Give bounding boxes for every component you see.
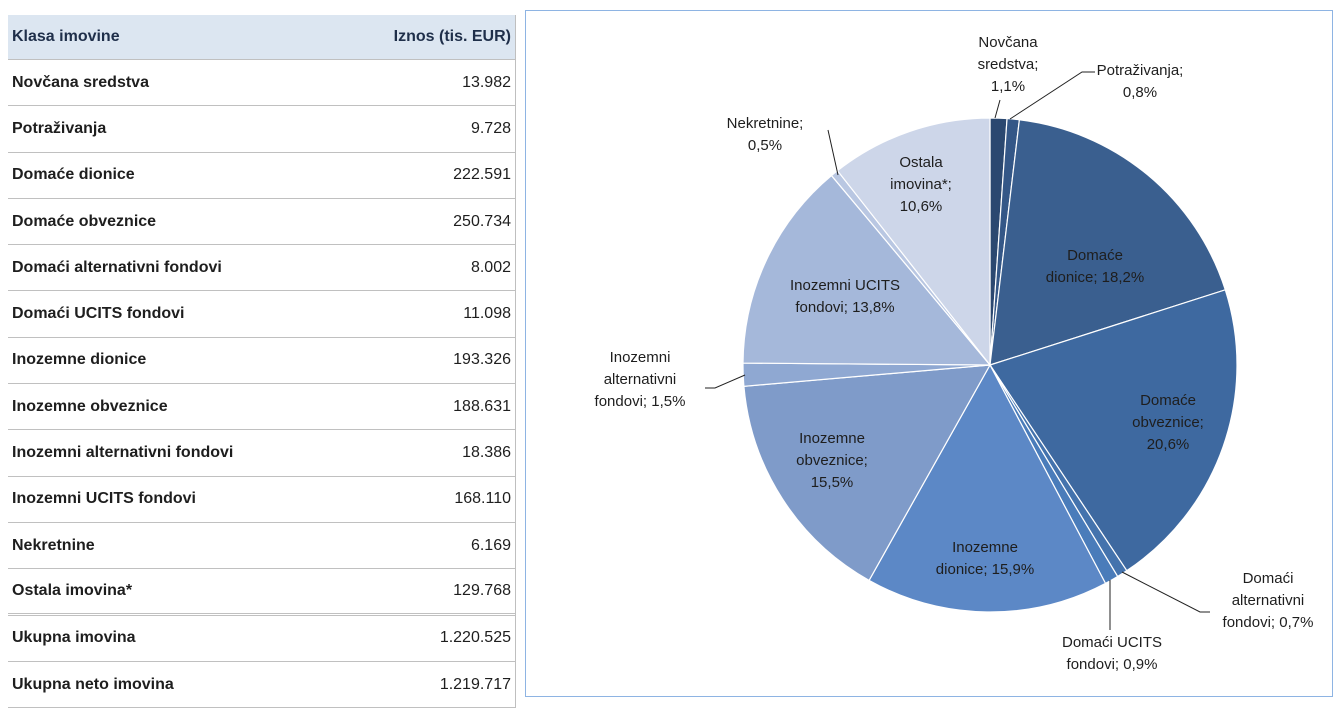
data-label: Inozemne obveznice; 15,5% xyxy=(796,430,868,491)
table-row: Domaće obveznice 250.734 xyxy=(8,199,515,246)
table-row: Ostala imovina* 129.768 xyxy=(8,569,515,616)
leader-line xyxy=(994,99,1001,119)
row-value: 6.169 xyxy=(470,536,511,554)
table-header: Klasa imovine Iznos (tis. EUR) xyxy=(8,15,515,60)
pie-slice xyxy=(836,117,991,367)
table-row: Potraživanja 9.728 xyxy=(8,106,515,153)
row-value: 1.220.525 xyxy=(439,629,511,647)
row-value: 168.110 xyxy=(454,490,511,508)
table-row: Domaće dionice 222.591 xyxy=(8,153,515,199)
table-row: Nekretnine 6.169 xyxy=(8,523,515,570)
data-label: Inozemni alternativni fondovi; 1,5% xyxy=(594,349,686,410)
row-label: Domaći UCITS fondovi xyxy=(12,305,185,323)
row-value: 13.982 xyxy=(462,73,511,91)
header-cell: Klasa imovine xyxy=(12,28,120,45)
header-cell: Iznos (tis. EUR) xyxy=(393,28,511,45)
row-label: Inozemni alternativni fondovi xyxy=(12,444,234,462)
data-label: Domaći alternativni fondovi; 0,7% xyxy=(1222,570,1314,631)
row-label: Ostala imovina* xyxy=(12,581,133,599)
row-value: 1.219.717 xyxy=(439,675,511,693)
asset-table: Klasa imovine Iznos (tis. EUR) Novčana s… xyxy=(8,15,516,708)
table-row: Inozemni alternativni fondovi 18.386 xyxy=(8,430,515,477)
pie-slice xyxy=(989,119,1227,366)
row-label: Potraživanja xyxy=(12,119,107,137)
leader-line xyxy=(827,129,839,176)
chart-frame xyxy=(525,10,1333,697)
pie-slice xyxy=(868,363,1107,613)
table-row: Ukupna imovina 1.220.525 xyxy=(8,616,515,662)
data-label: Potraživanja; 0,8% xyxy=(1096,62,1184,101)
data-label: Domaći UCITS fondovi; 0,9% xyxy=(1061,634,1162,673)
table-row: Inozemne obveznice 188.631 xyxy=(8,384,515,431)
pie-slice xyxy=(989,289,1238,572)
data-label: Novčana sredstva; 1,1% xyxy=(977,34,1039,95)
row-value: 222.591 xyxy=(453,166,511,184)
row-label: Nekretnine xyxy=(12,536,95,554)
table-row: Inozemne dionice 193.326 xyxy=(8,338,515,385)
row-label: Inozemne dionice xyxy=(12,351,147,369)
row-value: 18.386 xyxy=(462,444,511,462)
row-value: 9.728 xyxy=(470,119,511,137)
data-label: Domaće dionice; 18,2% xyxy=(1045,247,1145,286)
data-label: Ostala imovina*; 10,6% xyxy=(890,154,952,215)
row-value: 193.326 xyxy=(453,351,511,369)
leader-line xyxy=(705,374,746,389)
row-value: 8.002 xyxy=(470,258,511,276)
leader-line xyxy=(1121,571,1210,613)
table-row: Inozemni UCITS fondovi 168.110 xyxy=(8,477,515,523)
row-label: Inozemne obveznice xyxy=(12,397,168,415)
row-value: 188.631 xyxy=(453,397,511,415)
data-label: Domaće obveznice; 20,6% xyxy=(1132,392,1204,453)
table-row: Novčana sredstva 13.982 xyxy=(8,60,515,107)
row-label: Domaći alternativni fondovi xyxy=(12,258,222,276)
row-label: Ukupna neto imovina xyxy=(12,675,174,693)
row-value: 250.734 xyxy=(453,212,511,230)
data-label: Nekretnine; 0,5% xyxy=(726,115,804,154)
row-value: 129.768 xyxy=(453,581,511,599)
data-label: Inozemne dionice; 15,9% xyxy=(935,539,1035,578)
data-label: Inozemni UCITS fondovi; 13,8% xyxy=(789,277,901,316)
row-label: Inozemni UCITS fondovi xyxy=(12,490,196,508)
row-label: Novčana sredstva xyxy=(12,73,149,91)
pie-slice xyxy=(742,174,992,366)
row-value: 11.098 xyxy=(463,305,511,323)
leader-line xyxy=(1009,71,1095,120)
row-label: Ukupna imovina xyxy=(12,629,136,647)
pie-slice xyxy=(743,364,992,582)
table-row: Domaći UCITS fondovi 11.098 xyxy=(8,291,515,338)
row-label: Domaće obveznice xyxy=(12,212,157,230)
table-row: Domaći alternativni fondovi 8.002 xyxy=(8,245,515,292)
row-label: Domaće dionice xyxy=(12,166,135,184)
